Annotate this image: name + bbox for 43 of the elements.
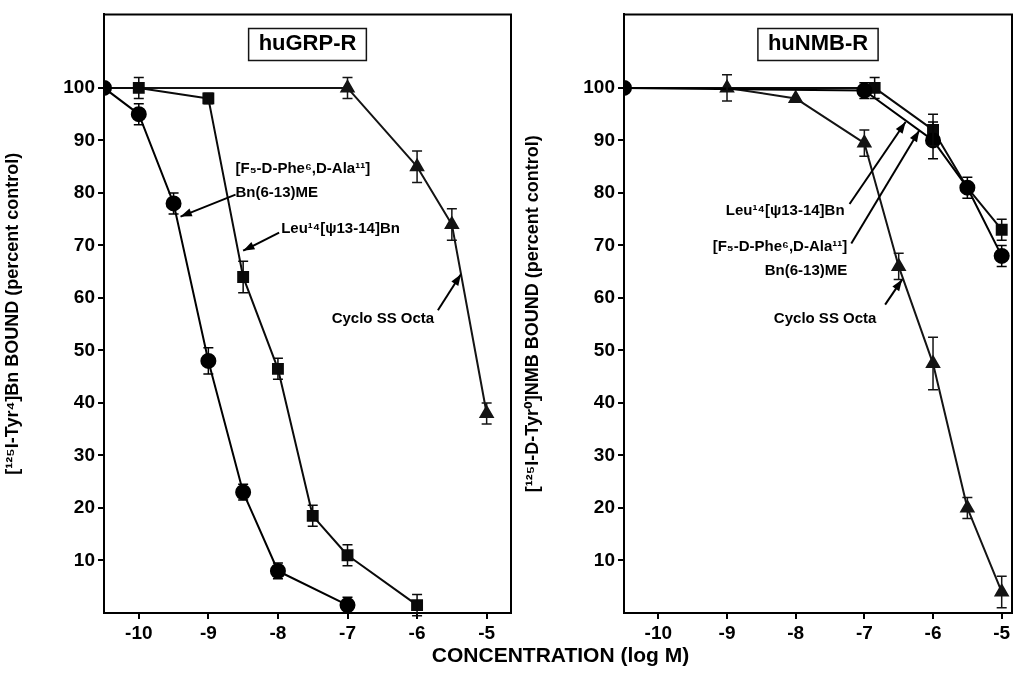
y-tick-label: 70: [73, 233, 95, 255]
annotation: Cyclo SS Octa: [331, 309, 435, 327]
y-tick-label: 90: [593, 128, 615, 150]
y-tick-label: 60: [593, 286, 615, 308]
x-tick-label: -10: [125, 621, 153, 643]
y-tick-label: 50: [593, 338, 615, 360]
y-axis-title: [¹²⁵I-D-Tyr⁰]NMB BOUND (percent control): [521, 135, 542, 493]
x-tick-label: -9: [199, 621, 217, 643]
y-axis-title: [¹²⁵I-Tyr⁴]Bn BOUND (percent control): [1, 152, 22, 475]
y-tick-label: 50: [73, 338, 95, 360]
x-tick-label: -7: [339, 621, 356, 643]
y-tick-label: 100: [63, 76, 95, 98]
y-tick-label: 90: [73, 128, 95, 150]
y-tick-label: 10: [593, 548, 615, 570]
y-tick-label: 20: [593, 496, 615, 518]
y-tick-label: 30: [73, 443, 95, 465]
annotation: Leu¹⁴[ψ13-14]Bn: [725, 201, 845, 219]
y-tick-label: 60: [73, 286, 95, 308]
x-tick-label: -8: [269, 621, 287, 643]
y-tick-label: 40: [73, 391, 95, 413]
annotation: Cyclo SS Octa: [773, 308, 878, 326]
annotation: [F₅-D-Phe⁶,D-Ala¹¹] Bn(6-13)ME: [712, 236, 848, 278]
y-tick-label: 80: [593, 181, 615, 203]
x-axis-title: CONCENTRATION (log M): [431, 643, 690, 666]
y-tick-label: 10: [73, 548, 95, 570]
x-tick-label: -7: [855, 621, 873, 643]
y-tick-label: 100: [583, 76, 615, 98]
text: huGRP-R: [258, 30, 357, 56]
annotation: Leu¹⁴[ψ13-14]Bn: [281, 218, 400, 236]
x-tick-label: -6: [924, 621, 942, 643]
y-tick-label: 80: [73, 181, 95, 203]
x-tick-label: -5: [478, 621, 496, 643]
x-tick-label: -8: [787, 621, 805, 643]
y-tick-label: 30: [593, 443, 615, 465]
x-tick-label: -9: [718, 621, 736, 643]
y-tick-label: 20: [73, 496, 95, 518]
text: huNMB-R: [767, 30, 869, 56]
x-tick-label: -6: [408, 621, 426, 643]
y-tick-label: 40: [593, 391, 615, 413]
x-tick-label: -5: [993, 621, 1011, 643]
y-tick-label: 70: [593, 233, 615, 255]
x-tick-label: -10: [644, 621, 673, 643]
annotation: [F₅-D-Phe⁶,D-Ala¹¹] Bn(6-13)ME: [235, 158, 371, 200]
